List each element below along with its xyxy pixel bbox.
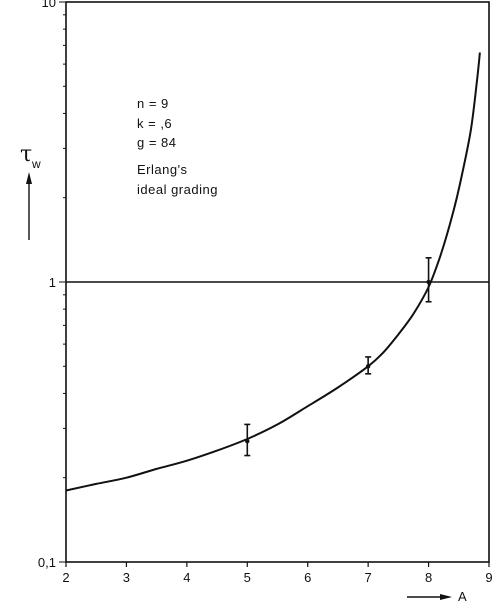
x-tick-label: 8 (425, 570, 432, 585)
annotation-g: g = 84 (137, 135, 177, 150)
annotation-erlang: Erlang's (137, 162, 188, 177)
error-bar (425, 257, 432, 303)
y-axis-label: τ w (20, 142, 41, 240)
x-tick-label: 7 (365, 570, 372, 585)
data-point (245, 439, 250, 444)
x-tick-labels: 2 3 4 5 6 7 8 9 (62, 570, 492, 585)
x-tick-label: 3 (123, 570, 130, 585)
y-tick-label: 10 (42, 0, 56, 10)
x-ticks (65, 562, 490, 567)
annotation-grading: ideal grading (137, 182, 218, 197)
annotation-block: n = 9 k = ,6 g = 84 Erlang's ideal gradi… (137, 96, 218, 197)
x-tick-label: 9 (485, 570, 492, 585)
error-bar (365, 356, 372, 375)
data-point (426, 279, 431, 285)
y-tick-labels: 0,1 1 10 (38, 0, 56, 570)
x-tick-label: 5 (244, 570, 251, 585)
x-axis-label-text: A (458, 589, 467, 603)
annotation-k: k = ,6 (137, 116, 172, 131)
series-line (65, 52, 481, 492)
y-ticks (59, 1, 66, 563)
x-axis-arrow-head-icon (440, 594, 452, 600)
annotation-n: n = 9 (137, 96, 169, 111)
x-tick-label: 2 (62, 570, 69, 585)
error-bars (244, 257, 432, 457)
data-point (365, 364, 371, 369)
y-axis-label-subscript: w (31, 157, 41, 171)
error-bar (244, 423, 251, 457)
y-axis-arrow-head-icon (26, 172, 32, 184)
y-tick-label: 0,1 (38, 555, 56, 570)
y-axis-label-tau: τ (20, 142, 32, 167)
y-tick-label: 1 (49, 275, 56, 290)
x-tick-label: 6 (304, 570, 311, 585)
x-tick-label: 4 (183, 570, 190, 585)
x-axis-label: A (407, 589, 467, 603)
